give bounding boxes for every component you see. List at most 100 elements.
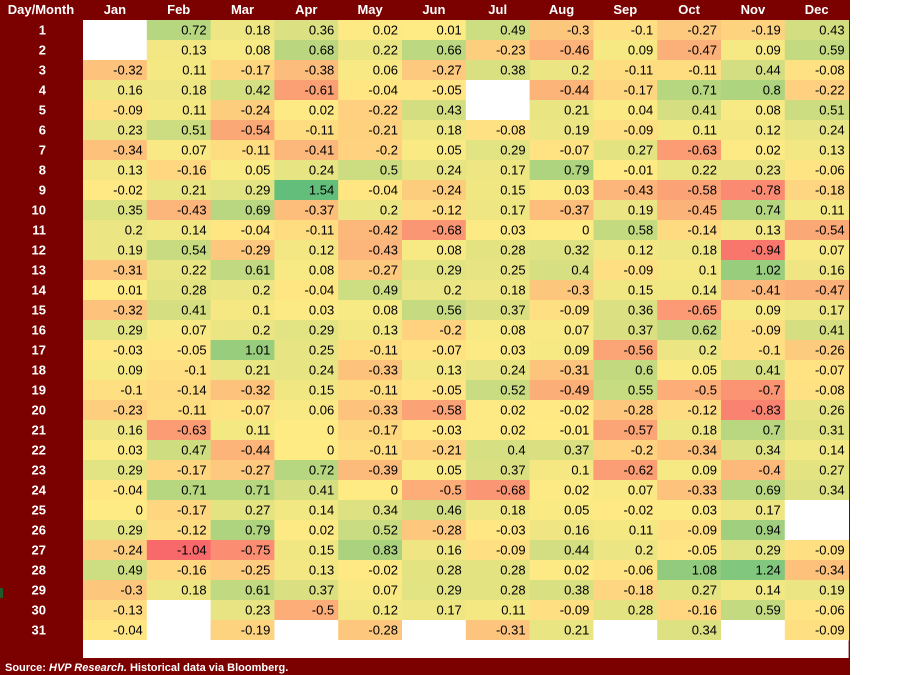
cell-value: -0.06 bbox=[624, 563, 654, 578]
cell-value: -0.04 bbox=[305, 283, 335, 298]
cell-value: 0.09 bbox=[628, 43, 653, 58]
cell-value: 0.11 bbox=[629, 523, 653, 538]
cell-value: -0.49 bbox=[560, 383, 590, 398]
heatmap-cell bbox=[721, 240, 786, 261]
cell-value: -0.32 bbox=[113, 63, 143, 78]
cell-value: -0.3 bbox=[567, 283, 589, 298]
cell-value: 0.29 bbox=[117, 463, 142, 478]
cell-value: 0.79 bbox=[245, 523, 270, 538]
cell-value: -0.11 bbox=[369, 343, 398, 358]
heatmap-cell bbox=[274, 280, 339, 301]
heatmap-cell bbox=[210, 480, 275, 501]
heatmap-cell bbox=[721, 300, 786, 321]
cell-value: 0.74 bbox=[755, 203, 780, 218]
cell-value: 0.12 bbox=[628, 243, 653, 258]
cell-value: 0.12 bbox=[755, 123, 780, 138]
heatmap-cell bbox=[657, 160, 722, 181]
heatmap-cell bbox=[721, 620, 786, 641]
heatmap-cell bbox=[593, 360, 658, 381]
cell-value: -0.13 bbox=[113, 603, 143, 618]
cell-value: -1.04 bbox=[177, 543, 207, 558]
cell-value: 0.18 bbox=[692, 243, 717, 258]
cell-value: 0.02 bbox=[500, 403, 525, 418]
heatmap-cell bbox=[274, 560, 339, 581]
cell-value: -0.05 bbox=[432, 383, 462, 398]
heatmap-cell bbox=[146, 20, 211, 41]
cell-value: 0.14 bbox=[692, 283, 717, 298]
cell-value: 0.12 bbox=[373, 603, 398, 618]
heatmap-cell bbox=[657, 420, 722, 441]
cell-value: 0.4 bbox=[508, 443, 526, 458]
heatmap-cell bbox=[210, 580, 275, 601]
cell-value: 0.02 bbox=[309, 523, 334, 538]
heatmap-cell bbox=[402, 120, 467, 141]
heatmap-cell bbox=[402, 20, 467, 41]
heatmap-cell bbox=[146, 100, 211, 121]
row-label: 17 bbox=[32, 343, 46, 358]
cell-value: 0.03 bbox=[309, 303, 334, 318]
heatmap-cell bbox=[274, 420, 339, 441]
heatmap-cell bbox=[83, 480, 148, 501]
cell-value: 0.05 bbox=[436, 143, 461, 158]
heatmap-cell bbox=[784, 400, 849, 421]
heatmap-cell bbox=[338, 560, 403, 581]
heatmap-cell bbox=[274, 540, 339, 561]
cell-value: -0.1 bbox=[184, 363, 206, 378]
cell-value: 0.16 bbox=[436, 543, 461, 558]
cell-value: -0.46 bbox=[560, 43, 590, 58]
row-label: 13 bbox=[32, 263, 46, 278]
cell-value: -0.28 bbox=[368, 623, 398, 638]
cell-value: -0.65 bbox=[687, 303, 717, 318]
cell-value: -0.16 bbox=[177, 563, 207, 578]
cell-value: -0.16 bbox=[177, 163, 207, 178]
heatmap-cell bbox=[593, 20, 658, 41]
heatmap-cell bbox=[338, 300, 403, 321]
heatmap-cell bbox=[657, 120, 722, 141]
cell-value: 0.01 bbox=[117, 283, 142, 298]
cell-value: 0.44 bbox=[564, 543, 589, 558]
heatmap-cell bbox=[338, 100, 403, 121]
heatmap-cell bbox=[402, 220, 467, 241]
heatmap-cell bbox=[338, 60, 403, 81]
heatmap-cell bbox=[465, 380, 530, 401]
cell-value: -0.31 bbox=[113, 263, 143, 278]
heatmap-cell bbox=[274, 620, 339, 641]
cell-value: 0.09 bbox=[755, 43, 780, 58]
cell-value: 0 bbox=[582, 223, 589, 238]
heatmap-cell bbox=[721, 100, 786, 121]
heatmap-cell bbox=[529, 220, 594, 241]
heatmap-cell bbox=[657, 500, 722, 521]
heatmap-cell bbox=[657, 40, 722, 61]
heatmap-cell bbox=[146, 480, 211, 501]
cell-value: -0.45 bbox=[687, 203, 717, 218]
heatmap-cell bbox=[784, 220, 849, 241]
cell-value: -0.44 bbox=[560, 83, 590, 98]
cell-value: 0.05 bbox=[245, 163, 270, 178]
cell-value: 0.1 bbox=[571, 463, 589, 478]
cell-value: 1.08 bbox=[692, 563, 717, 578]
cell-value: 0.09 bbox=[564, 343, 589, 358]
cell-value: 0.15 bbox=[309, 543, 334, 558]
heatmap-cell bbox=[529, 400, 594, 421]
heatmap-cell bbox=[83, 260, 148, 281]
heatmap-cell bbox=[784, 240, 849, 261]
heatmap-cell bbox=[784, 320, 849, 341]
row-label: 18 bbox=[32, 363, 46, 378]
heatmap-cell bbox=[657, 280, 722, 301]
heatmap-cell bbox=[338, 140, 403, 161]
heatmap-cell bbox=[210, 200, 275, 221]
heatmap-cell bbox=[721, 120, 786, 141]
cell-value: 0.17 bbox=[500, 163, 525, 178]
heatmap-cell bbox=[338, 620, 403, 641]
cell-value: 0.23 bbox=[245, 603, 270, 618]
cell-value: -0.58 bbox=[432, 403, 462, 418]
heatmap-cell bbox=[784, 540, 849, 561]
cell-value: -0.43 bbox=[624, 183, 654, 198]
cell-value: 0.72 bbox=[309, 463, 334, 478]
heatmap-cell bbox=[529, 240, 594, 261]
heatmap-cell bbox=[721, 520, 786, 541]
heatmap-cell bbox=[338, 380, 403, 401]
cell-value: 0.27 bbox=[245, 503, 270, 518]
cell-value: -0.08 bbox=[815, 63, 845, 78]
heatmap-cell bbox=[146, 120, 211, 141]
